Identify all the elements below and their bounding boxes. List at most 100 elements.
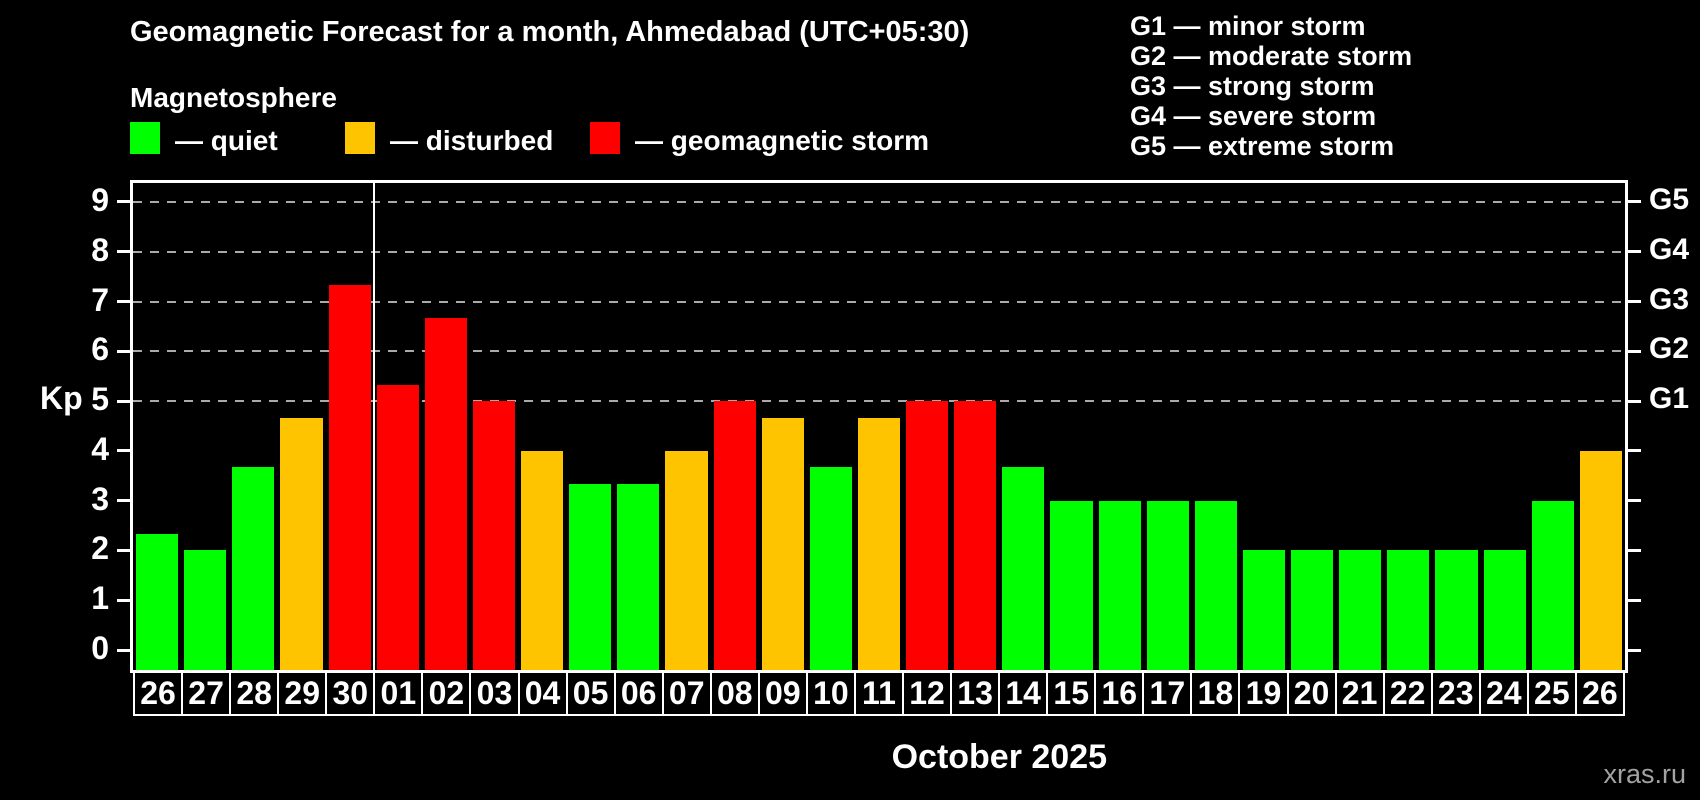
x-axis-date-row: 26 27 28 29 30 01 02 03 04 05 06 07 08 09 10 11 12 13 14 15… (133, 670, 1625, 716)
date-label-cell: 10 (807, 672, 856, 714)
g-tick-label-G2: G2 (1649, 332, 1690, 366)
g-tick-label-G5: G5 (1649, 182, 1690, 216)
kp-bar-day-02 (424, 317, 467, 670)
kp-bar-day-28 (232, 467, 275, 670)
date-label-cell: 25 (1528, 672, 1577, 714)
date-label-cell: 07 (663, 672, 712, 714)
date-label-cell: 15 (1048, 672, 1097, 714)
kp-bar-day-03 (472, 401, 516, 670)
plot-border-bottom (133, 670, 1625, 673)
y-axis-tick-left (117, 200, 130, 204)
y-tick-label-6: 6 (91, 331, 109, 368)
y-axis-tick-right (1628, 349, 1641, 353)
y-tick-label-2: 2 (91, 530, 109, 567)
gridline (133, 200, 1625, 203)
y-axis-tick-right (1628, 548, 1641, 552)
kp-bar-day-21 (1339, 550, 1382, 670)
date-label-cell: 01 (375, 672, 424, 714)
kp-bar-day-23 (1435, 550, 1478, 670)
y-axis-tick-left (117, 349, 130, 353)
kp-bar-day-30 (328, 285, 371, 670)
y-axis-tick-left (117, 300, 130, 304)
kp-bar-day-20 (1291, 550, 1334, 670)
y-tick-label-8: 8 (91, 231, 109, 268)
kp-bar-day-04 (521, 450, 564, 670)
x-axis-title: October 2025 (891, 738, 1108, 776)
kp-bar-day-06 (617, 484, 660, 670)
kp-bar-day-27 (184, 550, 227, 670)
kp-bar-day-01 (376, 384, 419, 670)
kp-bar-day-16 (1098, 500, 1141, 670)
legend-swatch-quiet (130, 122, 160, 154)
chart-title: Geomagnetic Forecast for a month, Ahmeda… (130, 16, 970, 48)
kp-bar-day-22 (1387, 550, 1430, 670)
y-tick-label-0: 0 (91, 630, 109, 666)
y-tick-label-9: 9 (91, 181, 109, 218)
date-label-cell: 17 (1144, 672, 1193, 714)
date-label-cell: 02 (423, 672, 472, 714)
kp-bar-day-12 (906, 401, 949, 670)
y-axis-tick-left (117, 648, 130, 652)
y-tick-label-5: 5 (91, 381, 109, 418)
plot-border-right (1625, 180, 1628, 673)
g-scale-legend: G1 — minor storm G2 — moderate storm G3 … (1130, 11, 1412, 161)
y-axis-tick-left (117, 250, 130, 254)
y-axis-tick-right (1628, 200, 1641, 204)
kp-bar-day-19 (1242, 550, 1286, 670)
legend-swatch-disturbed (345, 122, 375, 154)
y-axis-tick-right (1628, 449, 1641, 453)
date-label-cell: 16 (1096, 672, 1145, 714)
chart-subtitle: Magnetosphere (130, 82, 337, 113)
y-axis-tick-left (117, 598, 130, 602)
date-label-cell: 28 (231, 672, 280, 714)
date-label-cell: 26 (1576, 672, 1623, 714)
y-axis-tick-right (1628, 499, 1641, 503)
y-axis-tick-right (1628, 250, 1641, 254)
date-label-cell: 05 (567, 672, 616, 714)
date-label-cell: 14 (1000, 672, 1049, 714)
kp-bar-day-18 (1194, 500, 1237, 670)
y-tick-label-4: 4 (91, 430, 109, 467)
date-label-cell: 06 (615, 672, 664, 714)
y-axis-tick-left (117, 548, 130, 552)
legend-swatch-storm (590, 122, 620, 154)
kp-bar-day-07 (665, 450, 708, 670)
g4-legend-line: G4 — severe storm (1130, 101, 1377, 131)
date-label-cell: 04 (519, 672, 568, 714)
kp-bar-day-11 (857, 417, 901, 670)
kp-bar-day-09 (761, 417, 804, 670)
kp-bar-day-24 (1483, 550, 1526, 670)
date-label-cell: 08 (711, 672, 760, 714)
gridline (133, 250, 1625, 253)
kp-bar-day-10 (809, 467, 852, 670)
y-tick-label-7: 7 (91, 281, 109, 318)
gridline (133, 350, 1625, 353)
kp-bar-day-13 (954, 401, 997, 670)
date-label-cell: 20 (1288, 672, 1337, 714)
y-axis-tick-left (117, 499, 130, 503)
y-axis-tick-right (1628, 300, 1641, 304)
date-label-cell: 22 (1384, 672, 1433, 714)
y-axis-tick-left (117, 449, 130, 453)
kp-bar-day-26 (136, 534, 179, 670)
date-label-cell: 18 (1192, 672, 1241, 714)
y-axis-tick-right (1628, 399, 1641, 403)
date-label-cell: 12 (904, 672, 953, 714)
y-tick-label-1: 1 (91, 580, 109, 617)
kp-bar-day-17 (1146, 500, 1189, 670)
y-axis-tick-right (1628, 648, 1641, 652)
plot-border-left (130, 180, 133, 673)
plot-area: 0 1 2 3 4 5 6 7 8 9 G1 G2 G3 G4 G5 (91, 180, 1689, 673)
g-tick-label-G4: G4 (1649, 232, 1690, 266)
g3-legend-line: G3 — strong storm (1130, 71, 1375, 101)
y-tick-label-3: 3 (91, 480, 109, 517)
y-axis-tick-right (1628, 598, 1641, 602)
y-axis-title: Kp (40, 380, 83, 416)
watermark: xras.ru (1603, 759, 1686, 789)
date-label-cell: 24 (1480, 672, 1529, 714)
date-label-cell: 27 (183, 672, 232, 714)
gridline (133, 300, 1625, 303)
date-label-cell: 30 (327, 672, 376, 714)
g5-legend-line: G5 — extreme storm (1130, 131, 1395, 161)
plot-border-top (133, 180, 1625, 183)
